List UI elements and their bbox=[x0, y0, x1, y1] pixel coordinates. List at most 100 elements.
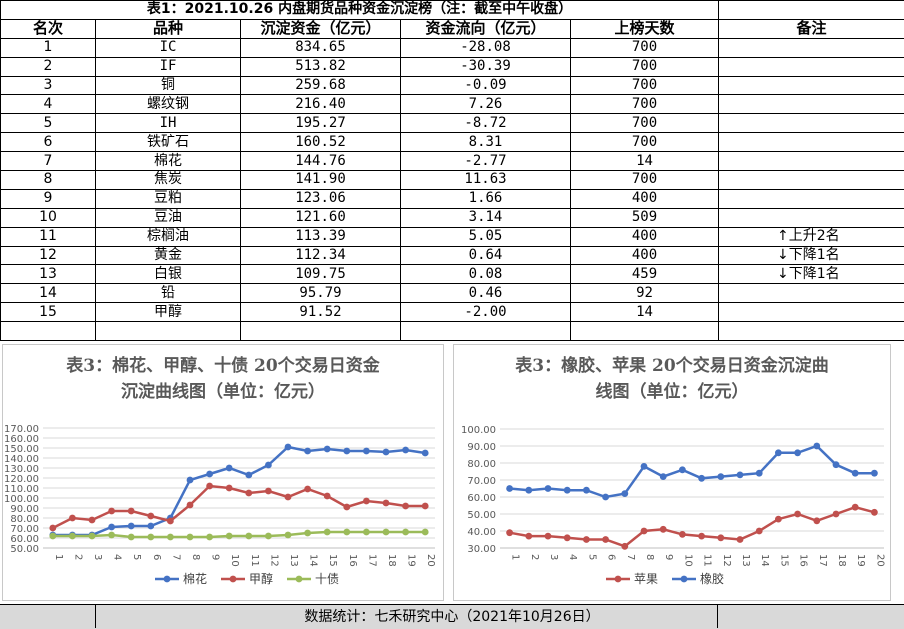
cell-rank: 3 bbox=[1, 76, 96, 95]
header-cell: 上榜天数 bbox=[571, 19, 719, 38]
legend-label: 甲醇 bbox=[249, 571, 273, 586]
data-point bbox=[679, 531, 686, 538]
data-point bbox=[756, 528, 763, 535]
y-tick-label: 60.00 bbox=[467, 493, 496, 504]
cell-rank: 6 bbox=[1, 133, 96, 152]
cell-rank: 11 bbox=[1, 227, 96, 246]
y-tick-label: 90.00 bbox=[467, 442, 496, 453]
data-point bbox=[698, 533, 705, 540]
data-point bbox=[206, 471, 213, 478]
data-point bbox=[564, 487, 571, 494]
cell-name: 焦炭 bbox=[96, 171, 241, 190]
cell-rank: 10 bbox=[1, 208, 96, 227]
cell-fund: 112.34 bbox=[241, 246, 401, 265]
x-tick-label: 3 bbox=[92, 554, 103, 560]
cell-rank: 2 bbox=[1, 57, 96, 76]
data-point bbox=[679, 466, 686, 473]
data-point bbox=[621, 543, 628, 550]
x-tick-label: 18 bbox=[836, 554, 847, 567]
x-tick-label: 15 bbox=[327, 554, 338, 567]
x-tick-label: 10 bbox=[229, 554, 240, 567]
legend-label: 橡胶 bbox=[700, 571, 724, 586]
fund-ranking-table: 表1：2021.10.26 内盘期货品种资金沉淀榜（注：截至中午收盘） 名次品种… bbox=[0, 0, 904, 341]
data-point bbox=[383, 500, 390, 507]
y-tick-label: 80.00 bbox=[467, 459, 496, 470]
data-point bbox=[402, 529, 409, 536]
data-point bbox=[187, 534, 194, 541]
data-point bbox=[343, 529, 350, 536]
cell-fund: 160.52 bbox=[241, 133, 401, 152]
legend-marker bbox=[230, 576, 237, 583]
data-point bbox=[545, 485, 552, 492]
cell-fund: 195.27 bbox=[241, 114, 401, 133]
x-tick-label: 11 bbox=[249, 554, 260, 567]
x-tick-label: 19 bbox=[855, 554, 866, 567]
y-tick-label: 90.00 bbox=[10, 504, 39, 515]
data-point bbox=[641, 463, 648, 470]
cell-days: 14 bbox=[571, 152, 719, 171]
header-cell: 备注 bbox=[719, 19, 904, 38]
x-tick-label: 3 bbox=[548, 554, 559, 560]
data-point bbox=[206, 483, 213, 490]
cell-name: 白银 bbox=[96, 265, 241, 284]
cell-rank: 14 bbox=[1, 284, 96, 303]
cell-fund: 95.79 bbox=[241, 284, 401, 303]
cell-flow: -30.39 bbox=[401, 57, 571, 76]
y-tick-label: 50.00 bbox=[10, 544, 39, 555]
y-tick-label: 160.00 bbox=[4, 434, 39, 445]
cell-rank: 13 bbox=[1, 265, 96, 284]
cell-flow: -2.77 bbox=[401, 152, 571, 171]
header-cell: 名次 bbox=[1, 19, 96, 38]
cell-days: 700 bbox=[571, 38, 719, 57]
data-point bbox=[108, 508, 115, 515]
data-point bbox=[167, 534, 174, 541]
x-tick-label: 16 bbox=[798, 554, 809, 567]
data-point bbox=[265, 462, 272, 469]
x-tick-label: 1 bbox=[510, 554, 521, 560]
cell-name: 豆粕 bbox=[96, 189, 241, 208]
y-tick-label: 100.00 bbox=[461, 425, 496, 436]
data-point bbox=[660, 473, 667, 480]
y-tick-label: 40.00 bbox=[467, 527, 496, 538]
cell-name: 甲醇 bbox=[96, 303, 241, 322]
y-tick-label: 120.00 bbox=[4, 474, 39, 485]
data-point bbox=[49, 533, 56, 540]
data-point bbox=[564, 534, 571, 541]
cell-days: 700 bbox=[571, 114, 719, 133]
cell-name: IC bbox=[96, 38, 241, 57]
x-tick-label: 19 bbox=[406, 554, 417, 567]
x-tick-label: 12 bbox=[721, 554, 732, 567]
x-tick-label: 18 bbox=[386, 554, 397, 567]
series-line bbox=[53, 486, 425, 528]
cell-fund: 91.52 bbox=[241, 303, 401, 322]
data-point bbox=[621, 490, 628, 497]
data-point bbox=[285, 532, 292, 539]
cell-fund: 141.90 bbox=[241, 171, 401, 190]
cell-fund: 121.60 bbox=[241, 208, 401, 227]
data-point bbox=[285, 494, 292, 501]
cell-name: 螺纹钢 bbox=[96, 95, 241, 114]
cell-days: 700 bbox=[571, 171, 719, 190]
cell-name: 铁矿石 bbox=[96, 133, 241, 152]
data-point bbox=[167, 518, 174, 525]
table-header-row: 名次品种沉淀资金（亿元）资金流向（亿元）上榜天数备注 bbox=[1, 19, 904, 38]
data-point bbox=[813, 517, 820, 524]
cell-fund: 144.76 bbox=[241, 152, 401, 171]
data-point bbox=[506, 485, 513, 492]
x-tick-label: 20 bbox=[425, 554, 436, 567]
data-point bbox=[737, 472, 744, 479]
data-point bbox=[128, 523, 135, 530]
cell-fund: 113.39 bbox=[241, 227, 401, 246]
cell-fund: 123.06 bbox=[241, 189, 401, 208]
series-line bbox=[510, 507, 875, 546]
cell-flow: 8.31 bbox=[401, 133, 571, 152]
arrow-down-icon: ↓ bbox=[777, 266, 789, 282]
cell-name: 棕榈油 bbox=[96, 227, 241, 246]
x-tick-label: 13 bbox=[288, 554, 299, 567]
